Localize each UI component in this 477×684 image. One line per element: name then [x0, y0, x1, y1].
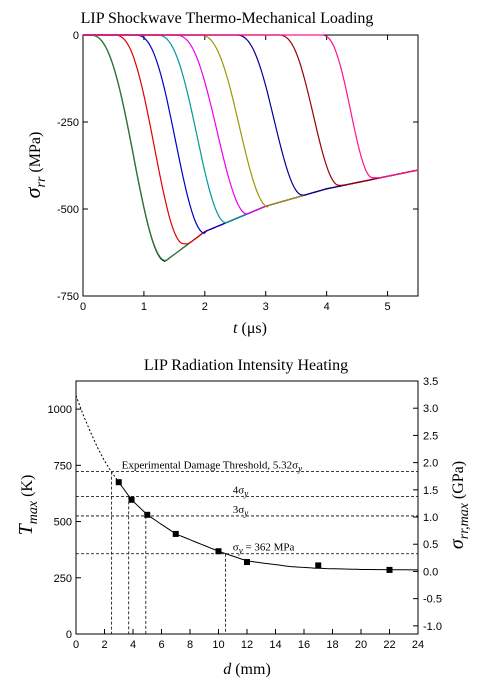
y-tick-label: 1000	[48, 404, 72, 416]
shockwave-chart-title: LIP Shockwave Thermo-Mechanical Loading	[81, 10, 374, 27]
data-point	[115, 479, 122, 486]
shockwave-plot-frame	[82, 34, 419, 297]
heating-data	[75, 395, 418, 573]
y2-tick-label: 0.0	[423, 566, 438, 578]
x-tick-label: 12	[241, 639, 253, 651]
x-tick-label: 8	[187, 639, 193, 651]
data-point	[128, 496, 135, 503]
stress-series-line	[83, 34, 419, 262]
x-tick-label: 6	[158, 639, 164, 651]
x-tick-label: 3	[263, 301, 269, 313]
heating-y-ticks: 0 250 500 750 1000	[48, 404, 81, 641]
threshold-label: Experimental Damage Threshold, 5.32σy	[122, 460, 302, 474]
y-tick-label: 0	[73, 30, 79, 42]
heating-threshold-labels: Experimental Damage Threshold, 5.32σy 4σy…	[122, 460, 302, 556]
y-tick-label: -500	[57, 204, 79, 216]
fit-curve	[118, 481, 418, 571]
shockwave-x-axis-label: t (μs)	[233, 320, 267, 337]
y-tick-label: 250	[54, 573, 72, 585]
shockwave-y-ticks: 0 -250 -500 -750	[57, 30, 418, 303]
stress-series-line	[83, 34, 419, 179]
y-tick-label: 0	[66, 629, 72, 641]
heating-x-axis-label: d (mm)	[223, 661, 271, 678]
y-tick-label: 750	[54, 460, 72, 472]
y2-tick-label: -1.0	[423, 621, 442, 633]
x-tick-label: 1	[141, 301, 147, 313]
data-point	[215, 548, 222, 555]
data-point	[386, 566, 393, 573]
threshold-label: 4σy	[233, 484, 248, 498]
y2-tick-label: 3.0	[423, 403, 438, 415]
x-tick-label: 4	[324, 301, 330, 313]
heating-y2-axis-label: σrr,max (GPa)	[446, 461, 472, 549]
shockwave-chart: LIP Shockwave Thermo-Mechanical Loading …	[20, 10, 419, 337]
x-tick-label: 5	[384, 301, 390, 313]
data-point	[144, 511, 151, 518]
x-tick-label: 2	[101, 639, 107, 651]
y-tick-label: -250	[57, 117, 79, 129]
x-tick-label: 16	[298, 639, 310, 651]
y2-tick-label: 3.5	[423, 376, 438, 388]
x-tick-label: 22	[383, 639, 395, 651]
x-tick-label: 18	[326, 639, 338, 651]
x-tick-label: 10	[212, 639, 224, 651]
y-tick-label: -750	[57, 291, 79, 303]
y2-tick-label: 2.0	[423, 458, 438, 470]
x-tick-label: 2	[202, 301, 208, 313]
threshold-label: 3σy	[233, 504, 248, 518]
heating-threshold-guides	[76, 471, 418, 634]
y2-tick-label: -0.5	[423, 594, 442, 606]
threshold-label: σy = 362 MPa	[233, 542, 295, 556]
shockwave-series	[83, 34, 419, 262]
x-tick-label: 14	[269, 639, 281, 651]
heating-y-axis-label: Tmax (K)	[15, 475, 41, 536]
y-tick-label: 500	[54, 517, 72, 529]
heating-chart-title: LIP Radiation Intensity Heating	[144, 357, 348, 374]
y2-tick-label: 2.5	[423, 430, 438, 442]
data-point	[172, 530, 179, 537]
extrapolation-curve	[75, 395, 120, 483]
x-tick-label: 0	[80, 301, 86, 313]
heating-x-ticks: 0 2 4 6 8 10 12 14 16 18 20 22 24	[73, 629, 424, 651]
x-tick-label: 0	[73, 639, 79, 651]
x-tick-label: 20	[355, 639, 367, 651]
stress-series-line	[83, 34, 419, 208]
heating-y2-ticks: -1.0 -0.5 0.0 0.5 1.0 1.5 2.0 2.5 3.0 3.5	[413, 376, 442, 633]
shockwave-x-ticks: 0 1 2 3 4 5	[80, 35, 391, 313]
y2-tick-label: 1.5	[423, 485, 438, 497]
data-point	[244, 559, 250, 566]
x-tick-label: 4	[130, 639, 136, 651]
stress-series-line	[83, 34, 419, 224]
stress-series-line	[83, 34, 419, 235]
stress-series-line	[83, 34, 419, 215]
stress-series-line	[83, 34, 419, 262]
y2-tick-label: 0.5	[423, 539, 438, 551]
heating-chart: LIP Radiation Intensity Heating 0 250 500 7…	[15, 357, 472, 678]
data-point	[315, 562, 322, 569]
y2-tick-label: 1.0	[423, 512, 438, 524]
shockwave-y-axis-label: σrr (MPa)	[20, 132, 49, 199]
x-tick-label: 24	[412, 639, 424, 651]
